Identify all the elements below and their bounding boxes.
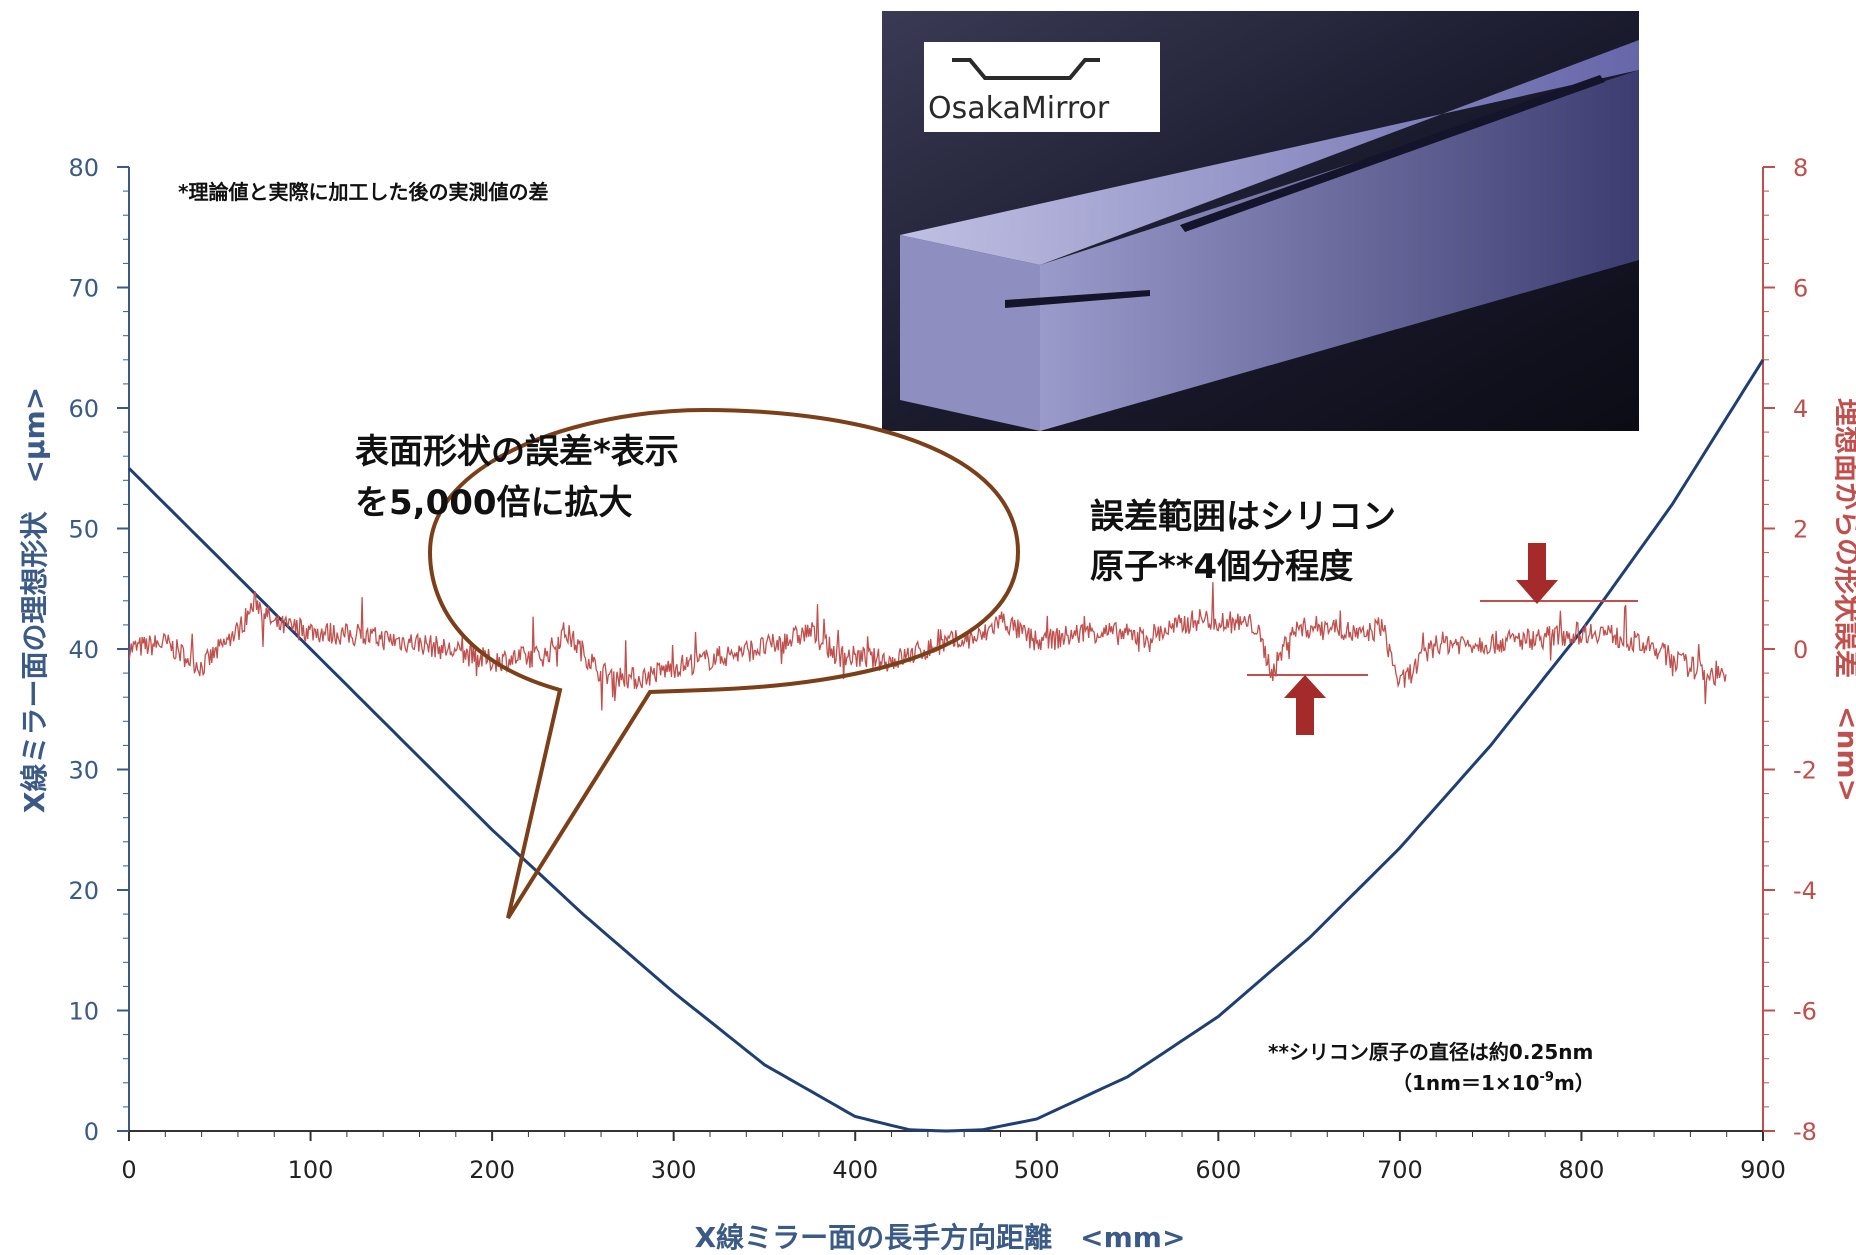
y-left-tick-label: 70 [68,275,99,303]
up-arrow-icon [1284,675,1326,735]
x-tick-label: 600 [1195,1156,1241,1184]
mirror-photo: OsakaMirror [882,11,1639,431]
footnote-line-2-start: （1nm＝1×10 [1392,1071,1540,1095]
x-tick-label: 900 [1740,1156,1786,1184]
y-right-tick-label: 0 [1793,636,1808,664]
y-left-tick-label: 40 [68,636,99,664]
x-tick-label: 400 [832,1156,878,1184]
x-axis-title: X線ミラー面の長手方向距離 <mm> [695,1221,1186,1254]
series-shape-error-line [128,582,1727,711]
logo-text: OsakaMirror [928,91,1110,126]
y-right-tick-label: -8 [1793,1118,1817,1146]
y-left-tick-label: 50 [68,516,99,544]
y-right-tick-label: -4 [1793,877,1817,905]
x-tick-label: 700 [1377,1156,1423,1184]
y-right-tick-label: 6 [1793,275,1808,303]
x-tick-label: 100 [288,1156,334,1184]
x-tick-label: 0 [121,1156,136,1184]
y-left-tick-label: 10 [68,998,99,1026]
callout-bubble [427,407,1021,920]
x-tick-label: 500 [1014,1156,1060,1184]
y-left-tick-label: 20 [68,877,99,905]
error-range-markers [1247,543,1638,735]
range-line-2: 原子**4個分程度 [1090,547,1353,587]
footnote-line-2-end: m） [1554,1071,1595,1095]
y-axis-right-title: 理想面からの形状誤差 <nm> [1831,398,1856,802]
x-tick-label: 300 [651,1156,697,1184]
footnote-sup: -9 [1540,1070,1554,1085]
y-right-tick-label: 4 [1793,395,1808,423]
down-arrow-icon [1516,543,1558,604]
series-ideal-shape-line [127,359,1765,1133]
callout-line-2: を5,000倍に拡大 [355,483,633,523]
series-group [127,359,1765,1133]
y-left-tick-label: 30 [68,757,99,785]
y-right-tick-label: -2 [1793,757,1817,785]
y-left-tick-label: 60 [68,395,99,423]
footnote-line-2: （1nm＝1×10-9m） [1392,1070,1595,1095]
x-tick-label: 800 [1559,1156,1605,1184]
y-left-tick-label: 80 [68,154,99,182]
y-axis-left-title: X線ミラー面の理想形状 <μm> [18,387,51,813]
footnote-line-1: **シリコン原子の直径は約0.25nm [1268,1040,1593,1064]
note-top: *理論値と実際に加工した後の実測値の差 [178,180,548,204]
callout-line-1: 表面形状の誤差*表示 [355,432,679,472]
y-left-tick-label: 0 [84,1118,99,1146]
y-right-tick-label: 2 [1793,516,1808,544]
y-right-tick-label: 8 [1793,154,1808,182]
x-tick-label: 200 [469,1156,515,1184]
y-right-tick-label: -6 [1793,998,1817,1026]
range-line-1: 誤差範囲はシリコン [1090,497,1396,537]
axes: 0 100 200 300 400 500 600 700 800 900010203040506… [68,154,1816,1184]
